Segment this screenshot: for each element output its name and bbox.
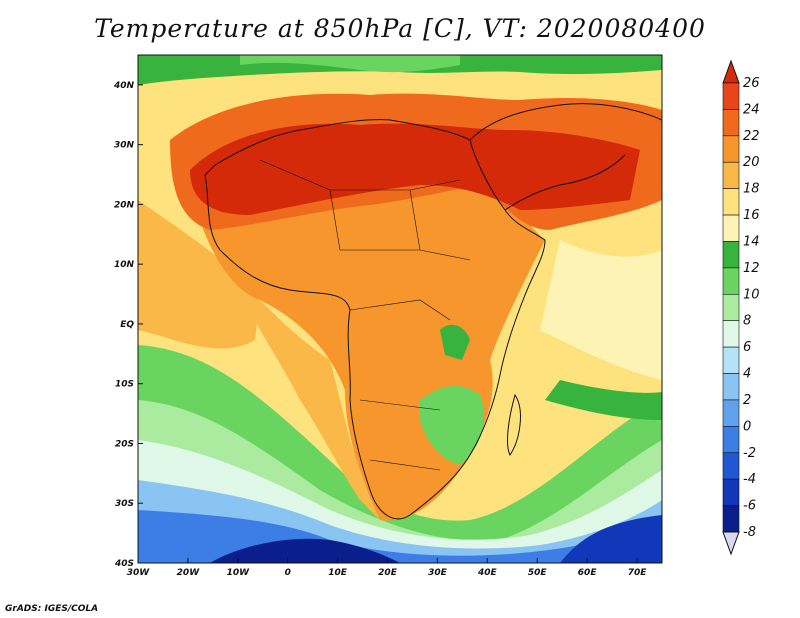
lon-tick-label: 30E xyxy=(428,568,448,578)
colorbar-segment xyxy=(722,373,740,401)
map-title: Temperature at 850hPa [C], VT: 202008040… xyxy=(94,14,706,43)
lon-tick-label: 60E xyxy=(578,568,598,578)
colorbar-segment xyxy=(722,82,740,110)
temperature-field xyxy=(138,55,662,563)
colorbar-label: 18 xyxy=(743,182,760,197)
colorbar-segment xyxy=(722,426,740,454)
colorbar-segment xyxy=(722,109,740,137)
colorbar-segment xyxy=(722,452,740,480)
colorbar-label: 4 xyxy=(743,367,751,382)
plot-frame xyxy=(137,54,663,564)
lat-tick-label: EQ xyxy=(120,320,134,330)
lat-tick-label: 30S xyxy=(115,499,134,509)
lat-tick-label: 20N xyxy=(114,200,135,210)
colorbar-segment xyxy=(722,241,740,269)
colorbar-label: 26 xyxy=(743,76,760,91)
lon-tick-label: 20W xyxy=(177,568,201,578)
colorbar-label: 0 xyxy=(743,419,751,434)
lon-tick-label: 10E xyxy=(328,568,348,578)
colorbar-label: 20 xyxy=(743,155,760,170)
colorbar-segment xyxy=(722,320,740,348)
lon-tick-label: 0 xyxy=(285,568,291,578)
lon-tick-label: 10W xyxy=(227,568,251,578)
colorbar-segment xyxy=(722,214,740,242)
longitude-tick-labels: 30W 20W 10W 0 10E 20E 30E 40E 50E 60E 70E xyxy=(127,558,647,578)
colorbar-segment xyxy=(722,135,740,163)
lon-tick-label: 20E xyxy=(378,568,398,578)
colorbar-label: 8 xyxy=(743,314,751,329)
lat-tick-label: 40N xyxy=(113,81,135,91)
colorbar-segment xyxy=(722,478,740,506)
colorbar-segment xyxy=(722,293,740,322)
lat-tick-label: 30N xyxy=(114,141,135,151)
colorbar-label: -2 xyxy=(743,446,756,461)
lon-tick-label: 30W xyxy=(127,568,151,578)
colorbar-label: 10 xyxy=(743,287,760,302)
colorbar-segment xyxy=(722,505,740,533)
colorbar-label: -4 xyxy=(743,472,756,487)
lat-tick-label: 10S xyxy=(115,380,134,390)
credit-label: GrADS: IGES/COLA xyxy=(5,604,99,614)
colorbar-segment xyxy=(722,161,740,189)
colorbar-segment xyxy=(722,346,740,374)
colorbar-bottom-triangle xyxy=(722,531,740,556)
lat-tick-label: 10N xyxy=(114,260,135,270)
colorbar-label: 16 xyxy=(743,208,760,223)
lon-tick-label: 40E xyxy=(477,568,498,578)
colorbar-segment xyxy=(722,267,740,295)
colorbar-label: 12 xyxy=(743,261,760,276)
colorbar-segment xyxy=(722,188,740,216)
lon-tick-label: 70E xyxy=(628,568,648,578)
colorbar-label: 24 xyxy=(743,102,760,117)
colorbar-label: -8 xyxy=(743,525,756,540)
lat-tick-label: 20S xyxy=(115,439,134,449)
colorbar-label: 14 xyxy=(743,234,760,249)
colorbar-top-triangle xyxy=(722,59,740,84)
latitude-tick-labels: 40N 30N 20N 10N EQ 10S 20S 30S 40S xyxy=(113,81,143,569)
colorbar-label: 6 xyxy=(743,340,751,355)
lon-tick-label: 50E xyxy=(528,568,548,578)
colorbar-label: 22 xyxy=(743,129,760,144)
colorbar-label: 2 xyxy=(743,393,751,408)
colorbar-label: -6 xyxy=(743,499,756,514)
lat-tick-label: 40S xyxy=(114,559,134,569)
colorbar-segment xyxy=(722,399,740,427)
